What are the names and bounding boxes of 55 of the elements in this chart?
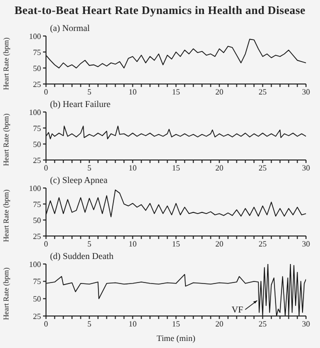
x-tick-label: 0 xyxy=(44,240,48,249)
x-tick-label: 30 xyxy=(302,164,310,173)
x-tick-label: 25 xyxy=(258,164,267,173)
x-tick-label: 25 xyxy=(258,320,267,329)
x-tick-label: 15 xyxy=(172,240,180,249)
y-tick-label: 25 xyxy=(33,232,41,241)
x-tick-label: 0 xyxy=(44,164,48,173)
line-series xyxy=(46,190,306,218)
x-tick-label: 25 xyxy=(258,88,267,97)
chart-subtitle: (a) Normal xyxy=(50,23,90,33)
x-tick-label: 5 xyxy=(87,88,92,97)
x-tick-label: 20 xyxy=(215,88,224,97)
x-tick-label: 30 xyxy=(302,240,310,249)
y-tick-label: 25 xyxy=(33,156,41,165)
y-tick-label: 50 xyxy=(33,216,41,225)
x-tick-label: 20 xyxy=(215,320,224,329)
chart-subtitle: (b) Heart Failure xyxy=(50,99,110,109)
y-tick-label: 50 xyxy=(33,294,41,304)
y-tick-label: 100 xyxy=(29,32,41,41)
line-series xyxy=(46,264,306,316)
x-tick-label: 15 xyxy=(172,164,180,173)
x-tick-label: 30 xyxy=(302,320,310,329)
x-tick-label: 0 xyxy=(44,88,48,97)
y-tick-label: 75 xyxy=(33,124,41,133)
x-tick-label: 20 xyxy=(215,240,224,249)
x-tick-label: 10 xyxy=(128,240,137,249)
line-series xyxy=(46,38,306,68)
x-tick-label: 10 xyxy=(128,164,137,173)
annotation: VF xyxy=(232,304,244,315)
x-tick-label: 0 xyxy=(44,320,48,329)
y-tick-label: 100 xyxy=(29,184,41,193)
chart-subtitle: (c) Sleep Apnea xyxy=(50,175,108,185)
x-tick-label: 5 xyxy=(87,320,92,329)
x-tick-label: 15 xyxy=(172,88,180,97)
x-tick-label: 5 xyxy=(87,164,92,173)
y-tick-label: 100 xyxy=(29,260,41,269)
x-tick-label: 5 xyxy=(87,240,92,249)
x-tick-label: 15 xyxy=(172,320,180,329)
x-tick-label: 10 xyxy=(128,88,137,97)
x-tick-label: 10 xyxy=(128,320,137,329)
y-tick-label: 75 xyxy=(33,277,41,286)
x-axis-title: Time (min) xyxy=(156,333,196,343)
y-tick-label: 25 xyxy=(33,80,41,89)
y-tick-label: 25 xyxy=(33,312,41,321)
x-tick-label: 20 xyxy=(215,164,224,173)
x-tick-label: 30 xyxy=(302,88,310,97)
x-tick-label: 25 xyxy=(258,240,267,249)
y-tick-label: 50 xyxy=(33,140,41,149)
y-tick-label: 50 xyxy=(33,64,41,73)
chart-title: Beat-to-Beat Heart Rate Dynamics in Health and Disease xyxy=(14,4,306,19)
line-series xyxy=(46,126,306,140)
chart-subtitle: (d) Sudden Death xyxy=(50,251,114,261)
y-tick-label: 100 xyxy=(29,108,41,117)
y-tick-label: 75 xyxy=(33,48,41,57)
y-tick-label: 75 xyxy=(33,200,41,209)
